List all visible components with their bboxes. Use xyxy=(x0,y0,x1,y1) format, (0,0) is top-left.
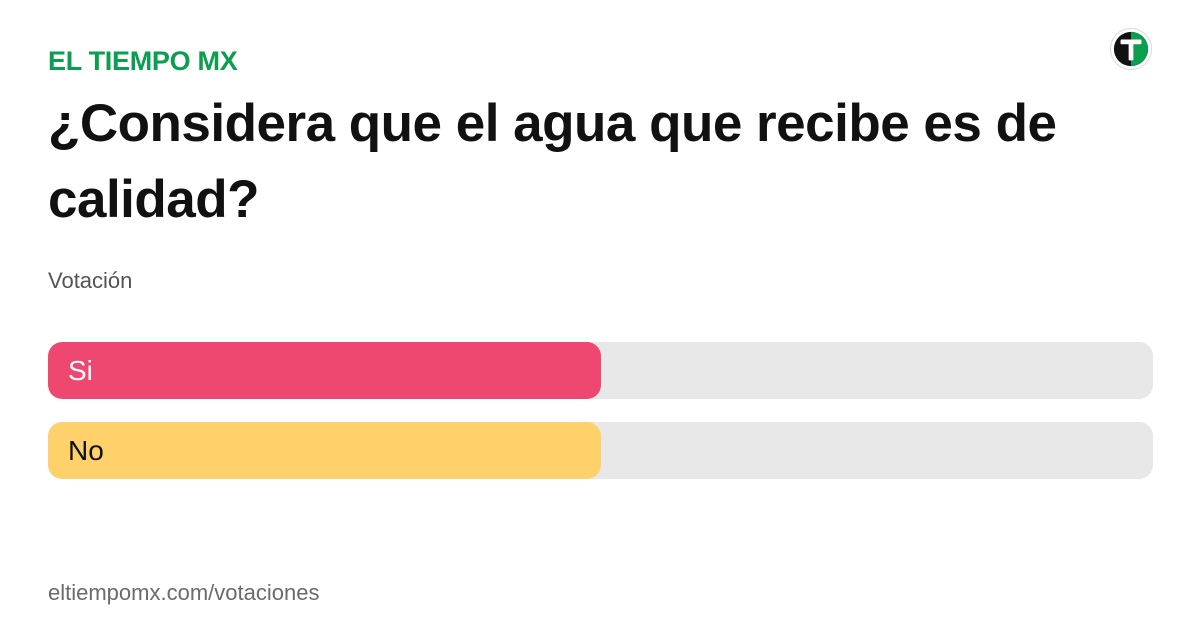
poll-option-label-no: No xyxy=(68,435,104,466)
poll-question: ¿Considera que el agua que recibe es de … xyxy=(48,94,1057,229)
poll-options: Si No xyxy=(48,342,1153,502)
t-logo-icon xyxy=(1113,31,1149,67)
poll-subtitle: Votación xyxy=(48,268,133,293)
poll-option-bar-no xyxy=(48,422,601,479)
poll-option-bar-si xyxy=(48,342,601,399)
el-tiempo-logo-icon[interactable] xyxy=(1110,28,1152,70)
poll-option-label-si: Si xyxy=(68,355,93,386)
poll-option-si[interactable]: Si xyxy=(48,342,1153,399)
brand-name[interactable]: EL TIEMPO MX xyxy=(48,46,238,76)
footer-url[interactable]: eltiempomx.com/votaciones xyxy=(48,580,320,605)
poll-option-no[interactable]: No xyxy=(48,422,1153,479)
